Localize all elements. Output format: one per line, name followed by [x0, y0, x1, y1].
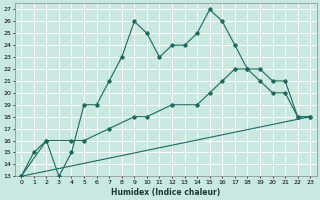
X-axis label: Humidex (Indice chaleur): Humidex (Indice chaleur)	[111, 188, 220, 197]
